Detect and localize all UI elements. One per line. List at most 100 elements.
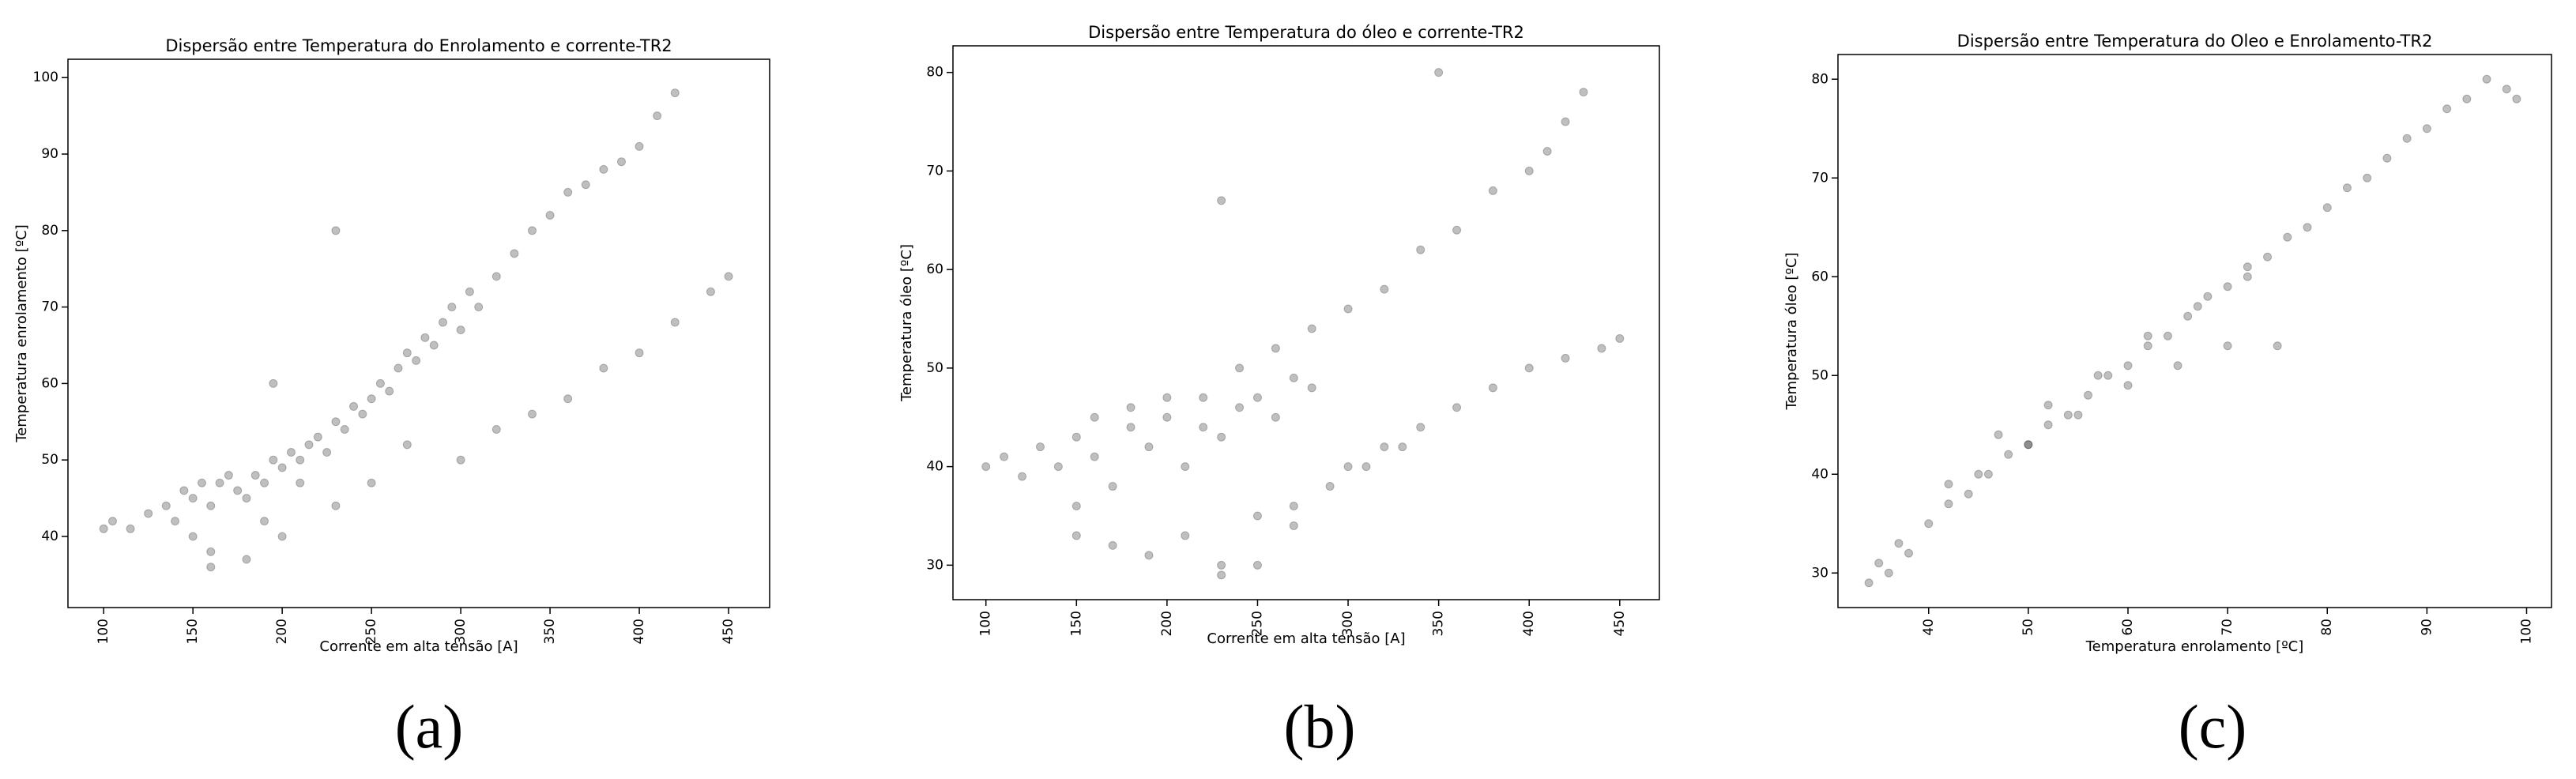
point [1307, 383, 1316, 393]
point [2203, 292, 2213, 301]
point [1217, 196, 1226, 205]
point [1162, 412, 1172, 422]
point [1181, 531, 1190, 540]
point [296, 455, 305, 465]
point [358, 409, 367, 419]
point [375, 378, 385, 388]
point [367, 394, 376, 404]
point [402, 348, 412, 358]
point [296, 478, 305, 487]
x-tick-label: 70 [2220, 619, 2235, 636]
point [286, 448, 296, 457]
point [233, 486, 243, 495]
y-tick-label: 80 [1811, 71, 1828, 87]
point [1000, 452, 1009, 461]
point [1874, 559, 1884, 568]
x-tick-label: 40 [1921, 619, 1937, 636]
y-tick-label: 50 [41, 452, 58, 468]
point [1325, 482, 1335, 491]
plot-area [952, 45, 1660, 600]
point [260, 478, 269, 487]
point [250, 471, 260, 480]
point [1434, 68, 1444, 77]
point [242, 494, 251, 503]
point [1542, 146, 1552, 156]
point [465, 287, 474, 296]
chart-title: Dispersão entre Temperatura do Enrolamen… [165, 36, 672, 55]
point [2103, 371, 2113, 380]
point [304, 440, 314, 450]
point [1924, 519, 1934, 529]
point [2183, 311, 2193, 321]
x-tick-label: 350 [1431, 611, 1447, 636]
point [474, 303, 484, 312]
point [206, 501, 216, 510]
point [1090, 452, 1099, 461]
point [420, 333, 430, 342]
point [491, 424, 501, 434]
x-tick-label: 250 [1249, 611, 1265, 636]
point [2462, 94, 2472, 103]
point [706, 287, 715, 296]
y-tick-label: 30 [926, 557, 943, 573]
point [144, 509, 153, 518]
point [1289, 373, 1298, 382]
y-tick-label: 40 [41, 529, 58, 544]
point [1108, 540, 1117, 550]
point [2512, 94, 2521, 103]
chart-title: Dispersão entre Temperatura do Oleo e En… [1957, 32, 2433, 51]
point [2073, 410, 2083, 420]
point [260, 517, 269, 526]
point [1235, 363, 1245, 373]
point [1035, 442, 1045, 452]
point [2173, 361, 2182, 371]
y-axis-label: Temperatura óleo [ºC] [898, 244, 915, 402]
point [1162, 393, 1172, 402]
point [1361, 462, 1371, 472]
y-tick-label: 70 [41, 299, 58, 315]
point [412, 356, 421, 365]
point [563, 394, 573, 404]
point [563, 187, 573, 197]
point [1579, 88, 1588, 97]
point [126, 524, 135, 533]
point [1488, 383, 1497, 393]
y-axis-label: Temperatura óleo [ºC] [1783, 252, 1800, 410]
x-axis-label: Corrente em alta tensão [A] [1207, 630, 1405, 647]
point [2223, 282, 2232, 292]
point [331, 226, 341, 235]
x-tick-label: 100 [96, 619, 111, 644]
point [1108, 482, 1117, 491]
point [367, 478, 376, 487]
point [188, 494, 198, 503]
point [224, 471, 233, 480]
point [1199, 423, 1208, 432]
point [2024, 440, 2033, 450]
point [349, 401, 359, 411]
point [1126, 403, 1135, 412]
point [1561, 353, 1570, 363]
x-tick-label: 350 [542, 619, 558, 644]
point [2193, 302, 2202, 311]
x-tick-label: 200 [274, 619, 290, 644]
point [2093, 371, 2103, 380]
x-axis-label: Corrente em alta tensão [A] [319, 638, 518, 655]
point [1983, 469, 1993, 479]
point [1452, 403, 1462, 412]
y-tick-label: 60 [1811, 269, 1828, 284]
y-tick-label: 40 [1811, 466, 1828, 482]
point [1884, 568, 1893, 578]
point [599, 363, 608, 373]
point [2243, 272, 2252, 281]
x-tick-label: 100 [2518, 619, 2534, 644]
point [188, 532, 198, 541]
point [206, 547, 216, 556]
point [340, 424, 349, 434]
point [2273, 341, 2282, 351]
point [331, 501, 341, 510]
chart-title: Dispersão entre Temperatura do óleo e co… [1088, 23, 1524, 42]
y-tick-label: 40 [926, 459, 943, 475]
x-tick-label: 300 [1340, 611, 1356, 636]
point [277, 532, 287, 541]
point [394, 363, 403, 373]
